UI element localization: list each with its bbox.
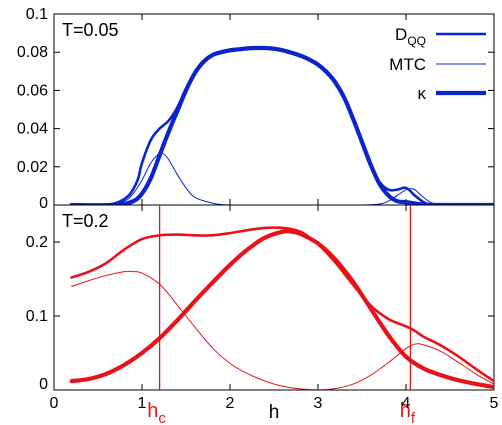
marker-label-sub: f [411,410,416,425]
x-tick-label: 3 [314,395,323,412]
x-axis-label: h [269,402,280,423]
top-series-mtc [71,152,494,205]
x-tick-label: 4 [402,395,411,412]
bottom-y-tick-label: 0 [39,376,48,393]
bottom-curves [69,226,494,390]
top-y-tick-label: 0 [39,195,48,212]
x-tick-label: 5 [490,395,499,412]
bottom-y-tick-label: 0.1 [26,308,48,325]
top-y-tick-label: 0.1 [26,6,48,23]
top-y-tick-label: 0.06 [17,82,48,99]
marker-label-sub: c [158,410,166,425]
bottom-series-kappa [69,229,494,390]
legend-label-mtc: MTC [389,55,426,74]
top-series-kappa [69,45,494,205]
bottom-series-d-qq [70,226,494,383]
top-y-tick-label: 0.08 [17,44,48,61]
top-curves [69,45,494,205]
marker-label-hf: hf [400,400,416,425]
legend-label-main: D [395,25,407,44]
marker-label-main: h [400,400,411,422]
legend-label-d-qq: DQQ [395,25,426,48]
top-series-d-qq [70,46,494,205]
top-panel: 0 0.02 0.04 0.06 0.08 0.1 T=0.05 DQQ MTC κ [17,6,495,212]
top-y-tick-label: 0.02 [17,159,48,176]
marker-label-hc: hc [147,400,166,425]
top-y-tick-label: 0.04 [17,121,48,138]
x-tick-label: 1 [138,395,147,412]
x-tick-label: 0 [50,395,59,412]
bottom-series-mtc [71,270,494,390]
top-plot-frame [53,13,495,206]
bottom-panel: 00.10.2hc hfT=0.20 1 2 3 4 5h [26,204,499,425]
top-annotation: T=0.05 [62,20,119,40]
legend-label-kappa: κ [418,84,427,103]
marker-label-main: h [147,400,158,422]
bottom-plot-frame [53,204,495,391]
legend-label-sub: QQ [407,34,426,48]
bottom-y-tick-label: 0.2 [26,234,48,251]
bottom-annotation: T=0.2 [62,211,109,231]
x-tick-label: 2 [226,395,235,412]
